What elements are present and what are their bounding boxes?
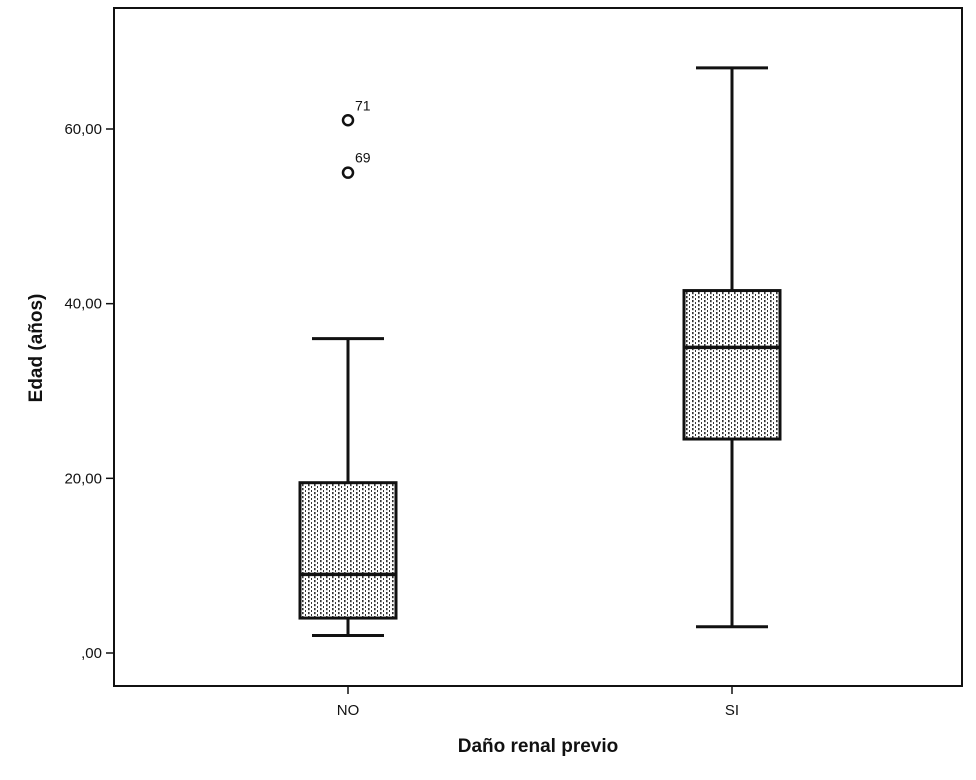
plot-frame <box>113 7 963 687</box>
y-axis: ,00 20,00 40,00 60,00 <box>64 121 114 662</box>
x-axis: NO SI <box>337 686 739 719</box>
iqr-box <box>298 481 398 620</box>
x-axis-title: Daño renal previo <box>458 736 619 757</box>
x-tick-label: NO <box>337 702 360 719</box>
outlier-point <box>341 166 355 179</box>
x-tick-label: SI <box>725 702 739 719</box>
outlier-label: 71 <box>355 97 371 113</box>
outlier-label: 69 <box>355 150 371 166</box>
y-axis-title: Edad (años) <box>26 294 47 403</box>
y-tick-label: 20,00 <box>64 470 102 487</box>
y-tick-label: ,00 <box>81 645 102 662</box>
box-group-si <box>682 66 782 629</box>
boxes-layer: 71 69 <box>298 66 782 638</box>
y-tick-label: 60,00 <box>64 121 102 138</box>
y-tick-label: 40,00 <box>64 296 102 313</box>
iqr-box <box>682 289 782 441</box>
box-group-no: 71 69 <box>298 97 398 638</box>
outlier-point <box>341 114 355 127</box>
